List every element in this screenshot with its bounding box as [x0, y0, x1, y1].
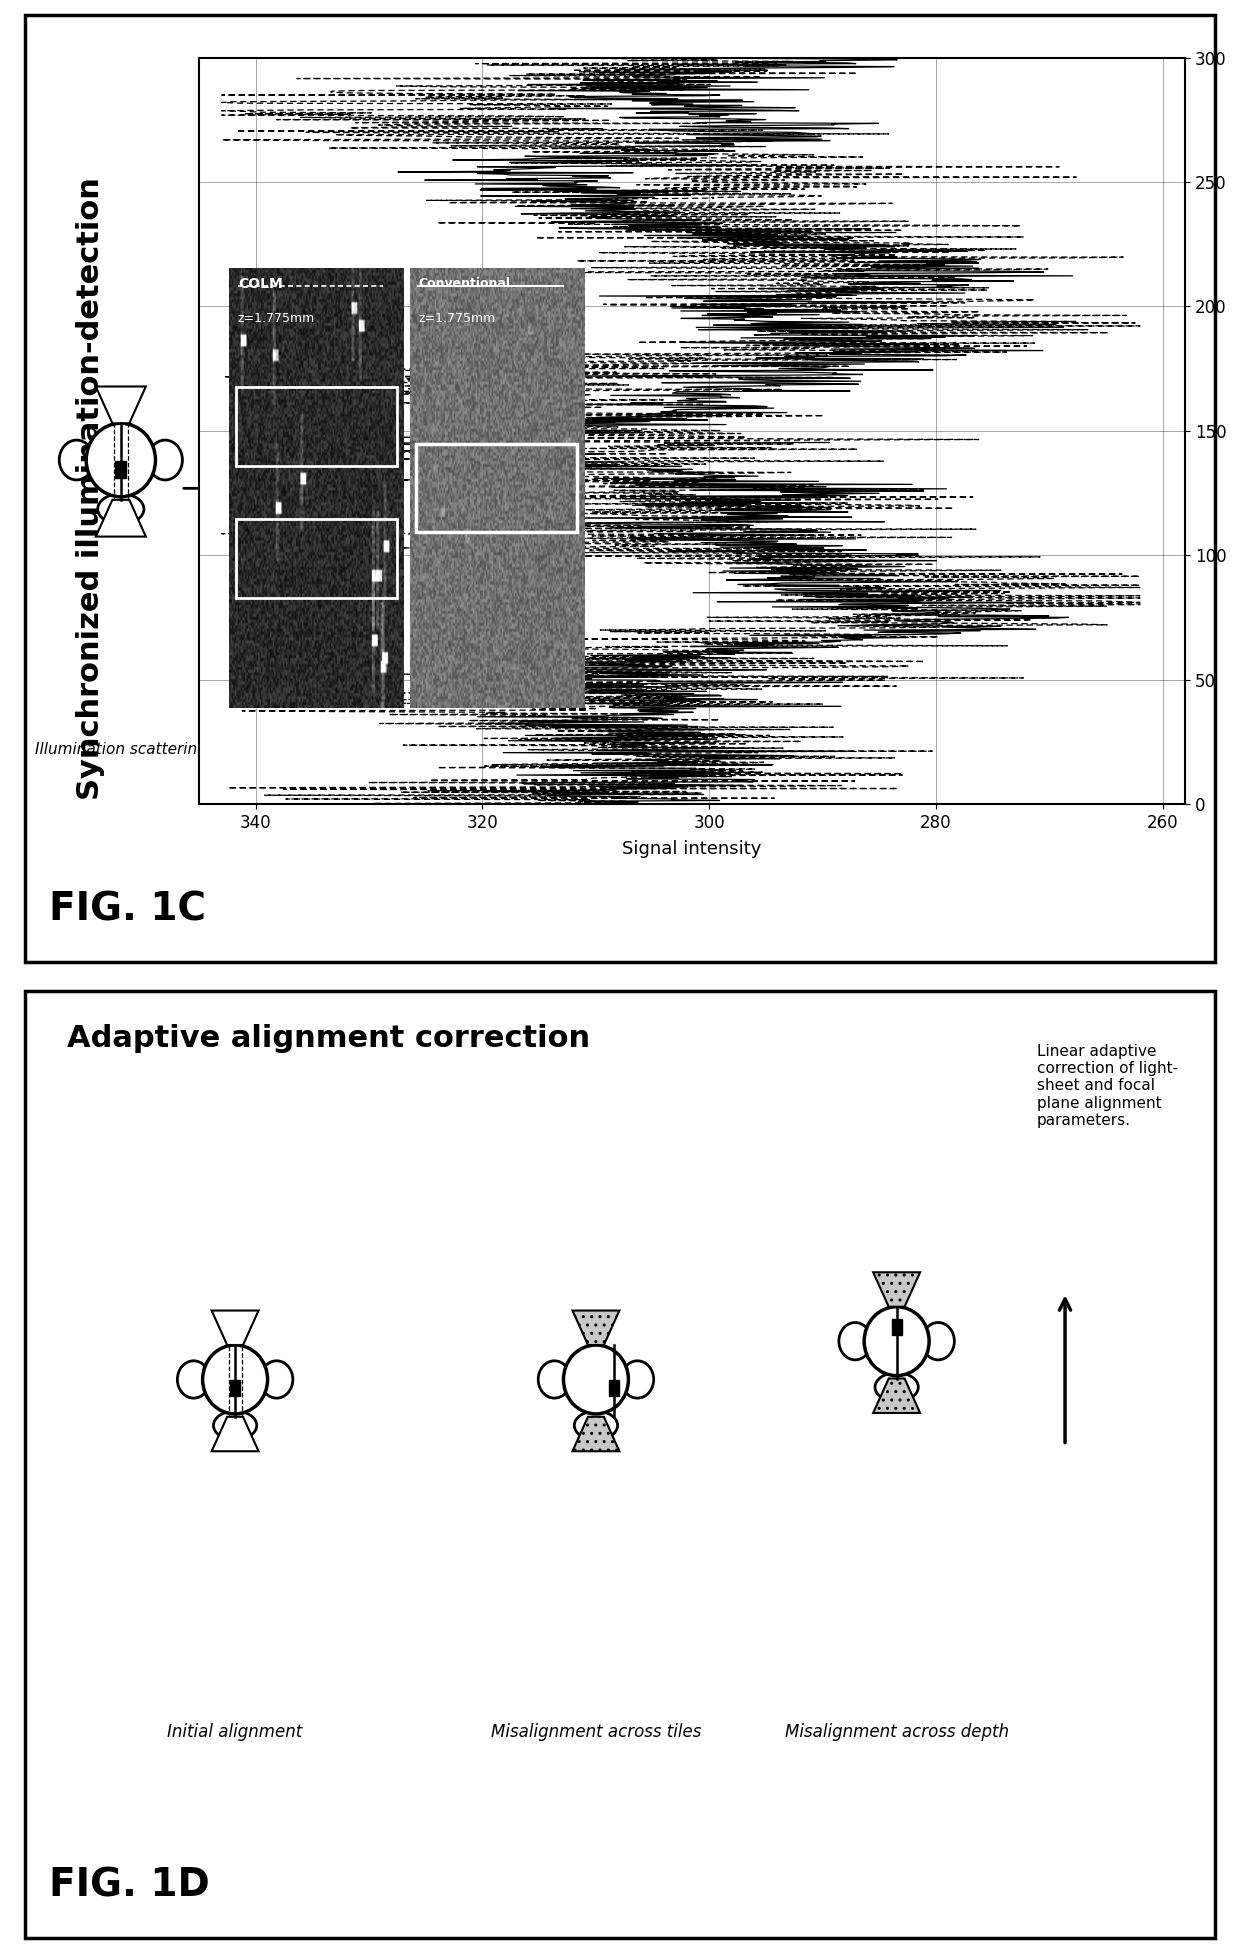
Text: Illumination scattering: Illumination scattering	[35, 742, 207, 758]
Text: Signal intensity profile comparison: Signal intensity profile comparison	[286, 264, 304, 578]
Text: Adaptive alignment correction: Adaptive alignment correction	[67, 1025, 590, 1053]
Text: Misalignment across depth: Misalignment across depth	[785, 1723, 1008, 1740]
Polygon shape	[873, 1379, 920, 1412]
Ellipse shape	[60, 439, 94, 480]
Ellipse shape	[98, 494, 144, 523]
FancyBboxPatch shape	[115, 461, 126, 478]
Text: Misalignment across tiles: Misalignment across tiles	[491, 1723, 701, 1740]
FancyBboxPatch shape	[892, 1318, 901, 1334]
Text: Linear adaptive
correction of light-
sheet and focal
plane alignment
parameters.: Linear adaptive correction of light- she…	[1037, 1043, 1178, 1129]
Ellipse shape	[621, 1361, 653, 1398]
Ellipse shape	[921, 1322, 955, 1359]
Polygon shape	[212, 1416, 259, 1451]
Ellipse shape	[87, 424, 155, 496]
Ellipse shape	[260, 1361, 293, 1398]
Ellipse shape	[538, 1361, 570, 1398]
Polygon shape	[95, 387, 146, 424]
Polygon shape	[95, 500, 146, 537]
FancyBboxPatch shape	[231, 1381, 241, 1396]
Text: Initial alignment: Initial alignment	[167, 1723, 303, 1740]
Ellipse shape	[202, 1346, 268, 1414]
Text: FIG. 1C: FIG. 1C	[48, 891, 206, 928]
Ellipse shape	[148, 439, 182, 480]
Text: FIG. 1D: FIG. 1D	[48, 1867, 210, 1904]
Ellipse shape	[177, 1361, 210, 1398]
Ellipse shape	[864, 1307, 929, 1375]
Polygon shape	[573, 1310, 620, 1346]
Ellipse shape	[563, 1346, 629, 1414]
Polygon shape	[573, 1416, 620, 1451]
FancyBboxPatch shape	[609, 1381, 619, 1396]
Polygon shape	[873, 1271, 920, 1307]
Ellipse shape	[839, 1322, 872, 1359]
Ellipse shape	[213, 1412, 257, 1439]
Text: Synchronized illumination-detection: Synchronized illumination-detection	[77, 178, 105, 801]
Ellipse shape	[875, 1373, 919, 1402]
Ellipse shape	[574, 1412, 618, 1439]
Polygon shape	[212, 1310, 259, 1346]
